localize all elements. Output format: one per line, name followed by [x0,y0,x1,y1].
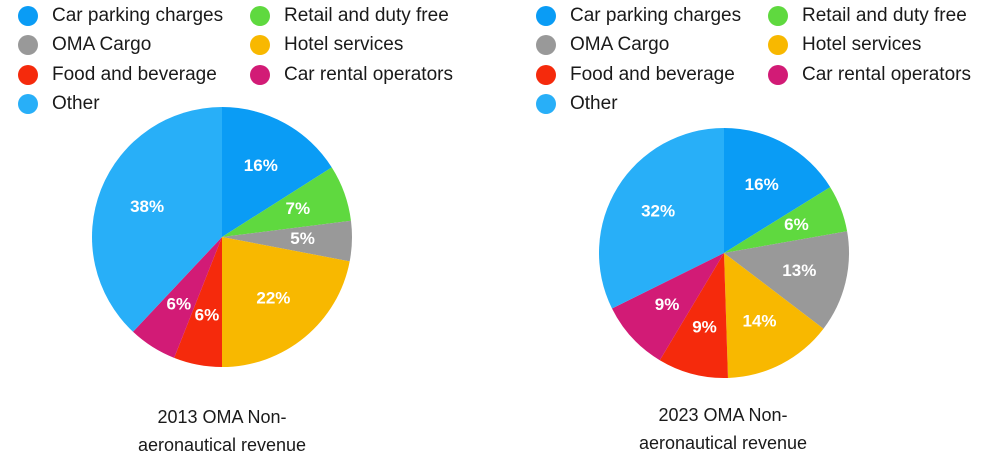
legend-swatch [768,65,788,85]
caption-line-2: aeronautical revenue [137,435,307,455]
legend-swatch [18,35,38,55]
legend-label: Hotel services [802,34,922,55]
legend-swatch [18,94,38,114]
legend-swatch [18,6,38,26]
legend-item-car-parking: Car parking charges [18,3,223,29]
pie-slice-retail [222,167,351,237]
pie-slice-retail [724,187,848,253]
legend-swatch [536,65,556,85]
pie-chart-2013: 16% 7% 5% 22% 6%6% 38% [91,106,352,367]
pie-slice-other [91,106,222,332]
pie-slice-car-parking [724,128,831,253]
legend-label: Retail and duty free [284,5,449,26]
legend-label: Other [570,93,618,114]
chart-panel-2013: Car parking charges Retail and duty free… [0,0,490,470]
legend-swatch [768,35,788,55]
pie-slice-cargo [724,231,849,329]
legend-swatch [536,94,556,114]
slice-label-car-rental: 6% [167,295,192,314]
pie-labels: 16% 7% 5% 22% 6%6% 38% [130,156,315,325]
pie-slice-other [598,128,724,309]
legend-item-car-parking: Car parking charges [536,3,741,29]
legend-swatch [18,65,38,85]
chart-caption: 2023 OMA Non- aeronautical revenue [573,401,873,457]
legend-item-other: Other [18,91,100,117]
slice-label-other: 38% [130,197,164,216]
legend-item-car-rental: Car rental operators [768,62,971,88]
slice-label-retail: 7% [286,199,311,218]
legend-item-car-rental: Car rental operators [250,62,453,88]
legend-label: Hotel services [284,34,404,55]
slice-label-hotel: 22% [256,289,290,308]
legend: Car parking charges Retail and duty free… [536,2,1006,120]
legend-swatch [250,6,270,26]
slice-label-hotel: 14% [742,311,776,330]
slice-label-cargo: 13% [782,261,816,280]
legend-label: Food and beverage [570,64,735,85]
slice-label-car-parking: 16% [244,156,278,175]
pie-chart-2023: 16% 6% 13% 14% 9% 9% 32% [598,128,849,379]
legend-label: OMA Cargo [52,34,152,55]
pie-slice-cargo [222,220,352,262]
legend-label: Car parking charges [52,5,224,26]
caption-line-1: 2023 OMA Non- [658,405,788,425]
chart-panel-2023: Car parking charges Retail and duty free… [518,0,1008,470]
legend-label: Food and beverage [52,64,217,85]
legend-item-cargo: OMA Cargo [536,32,669,58]
caption-line-1: 2013 OMA Non- [157,407,287,427]
pie-slice-food [174,237,222,367]
pie-slice-food [659,253,728,379]
legend-item-other: Other [536,91,618,117]
legend-item-retail: Retail and duty free [768,3,967,29]
pie-slice-car-rental [133,237,222,358]
legend-label: Car parking charges [570,5,742,26]
legend-item-hotel: Hotel services [768,32,921,58]
pie-slice-car-parking [222,107,332,237]
legend-item-cargo: OMA Cargo [18,32,151,58]
legend-swatch [768,6,788,26]
legend-item-hotel: Hotel services [250,32,403,58]
legend-label: Car rental operators [284,64,453,85]
pie-slices [91,106,352,367]
slice-label-car-rental: 9% [655,295,680,314]
pie-labels: 16% 6% 13% 14% 9% 9% 32% [641,175,816,337]
legend-swatch [250,65,270,85]
slice-label-other: 32% [641,202,675,221]
slice-label-retail: 6% [784,215,809,234]
chart-caption: 2013 OMA Non- aeronautical revenue [72,403,372,459]
legend-item-retail: Retail and duty free [250,3,449,29]
slice-label-food: 6% [195,306,220,325]
slice-label-car-parking: 16% [745,175,779,194]
legend: Car parking charges Retail and duty free… [18,2,488,120]
slice-label-food: 9% [692,317,717,336]
legend-label: Retail and duty free [802,5,967,26]
legend-swatch [536,35,556,55]
legend-item-food: Food and beverage [536,62,735,88]
legend-item-food: Food and beverage [18,62,217,88]
legend-swatch [536,6,556,26]
pie-slice-hotel [222,237,350,367]
pie-slice-hotel [724,253,824,378]
pie-slices [598,128,849,379]
caption-line-2: aeronautical revenue [638,433,808,453]
legend-label: OMA Cargo [570,34,670,55]
slice-label-cargo: 5% [290,229,315,248]
legend-label: Other [52,93,100,114]
pie-slice-car-rental [612,253,724,361]
legend-swatch [250,35,270,55]
legend-label: Car rental operators [802,64,971,85]
